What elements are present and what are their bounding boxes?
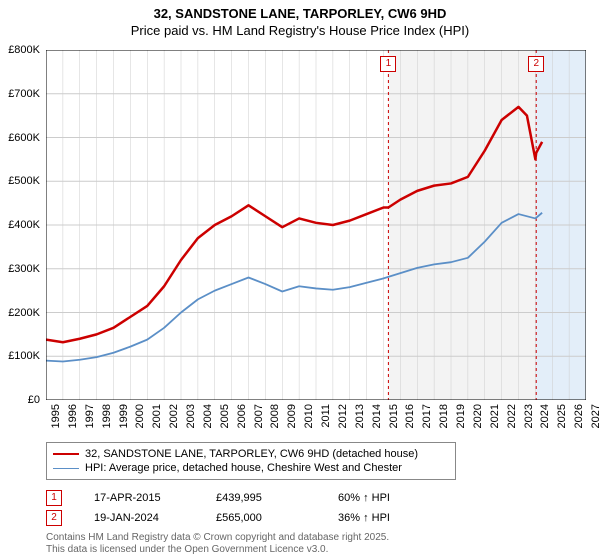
x-axis-label: 1998 [101,404,113,428]
x-axis-label: 2002 [168,404,180,428]
x-axis-label: 1997 [84,404,96,428]
x-axis-label: 2026 [573,404,585,428]
legend-item: 32, SANDSTONE LANE, TARPORLEY, CW6 9HD (… [53,447,449,461]
y-axis-label: £300K [8,263,40,275]
x-axis-label: 2010 [303,404,315,428]
title-address: 32, SANDSTONE LANE, TARPORLEY, CW6 9HD [0,6,600,21]
y-axis-label: £800K [8,44,40,56]
chart-marker: 1 [380,56,396,72]
x-axis-label: 2025 [556,404,568,428]
x-axis-label: 2003 [185,404,197,428]
x-axis-label: 2016 [404,404,416,428]
x-axis-label: 1995 [50,404,62,428]
transaction-row: 2 19-JAN-2024 £565,000 36% ↑ HPI [46,508,586,528]
x-axis-label: 2020 [472,404,484,428]
chart-container: 32, SANDSTONE LANE, TARPORLEY, CW6 9HD P… [0,0,600,560]
x-axis-label: 2014 [371,404,383,428]
x-axis-label: 2023 [523,404,535,428]
x-axis-label: 2006 [236,404,248,428]
legend-swatch [53,468,79,469]
x-axis-label: 2019 [455,404,467,428]
transaction-marker: 2 [46,510,62,526]
y-axis-label: £700K [8,88,40,100]
transaction-date: 19-JAN-2024 [94,512,184,524]
footer-copyright: Contains HM Land Registry data © Crown c… [46,532,389,556]
x-axis-label: 2022 [506,404,518,428]
x-axis-label: 2013 [354,404,366,428]
y-axis-label: £600K [8,132,40,144]
legend-label: HPI: Average price, detached house, Ches… [85,462,402,474]
x-axis-label: 2005 [219,404,231,428]
x-axis-label: 1996 [67,404,79,428]
legend-item: HPI: Average price, detached house, Ches… [53,461,449,475]
legend-swatch [53,453,79,455]
x-axis-label: 2015 [388,404,400,428]
x-axis-label: 2024 [539,404,551,428]
chart-area: £0£100K£200K£300K£400K£500K£600K£700K£80… [46,50,586,400]
transaction-hpi: 60% ↑ HPI [338,492,428,504]
transaction-price: £565,000 [216,512,306,524]
title-block: 32, SANDSTONE LANE, TARPORLEY, CW6 9HD P… [0,0,600,38]
x-axis-label: 2008 [269,404,281,428]
transaction-date: 17-APR-2015 [94,492,184,504]
y-axis-label: £100K [8,350,40,362]
x-axis-label: 2027 [590,404,600,428]
y-axis-label: £0 [28,394,40,406]
x-axis-label: 2018 [438,404,450,428]
x-axis-label: 2004 [202,404,214,428]
transaction-marker: 1 [46,490,62,506]
y-axis-label: £200K [8,307,40,319]
transaction-hpi: 36% ↑ HPI [338,512,428,524]
x-axis-label: 2021 [489,404,501,428]
x-axis-label: 2017 [421,404,433,428]
transaction-row: 1 17-APR-2015 £439,995 60% ↑ HPI [46,488,586,508]
legend-area: 32, SANDSTONE LANE, TARPORLEY, CW6 9HD (… [46,442,586,528]
chart-marker: 2 [528,56,544,72]
title-subtitle: Price paid vs. HM Land Registry's House … [0,23,600,38]
x-axis-label: 2011 [320,404,332,428]
legend-box: 32, SANDSTONE LANE, TARPORLEY, CW6 9HD (… [46,442,456,480]
x-axis-label: 2000 [134,404,146,428]
x-axis-label: 2007 [253,404,265,428]
x-axis-label: 2001 [151,404,163,428]
footer-line2: This data is licensed under the Open Gov… [46,544,389,556]
y-axis-label: £500K [8,175,40,187]
transaction-price: £439,995 [216,492,306,504]
x-axis-label: 1999 [118,404,130,428]
legend-label: 32, SANDSTONE LANE, TARPORLEY, CW6 9HD (… [85,448,418,460]
x-axis-label: 2012 [337,404,349,428]
transaction-table: 1 17-APR-2015 £439,995 60% ↑ HPI 2 19-JAN-202… [46,488,586,528]
chart-svg [46,50,586,400]
x-axis-label: 2009 [286,404,298,428]
footer-line1: Contains HM Land Registry data © Crown c… [46,532,389,544]
y-axis-label: £400K [8,219,40,231]
